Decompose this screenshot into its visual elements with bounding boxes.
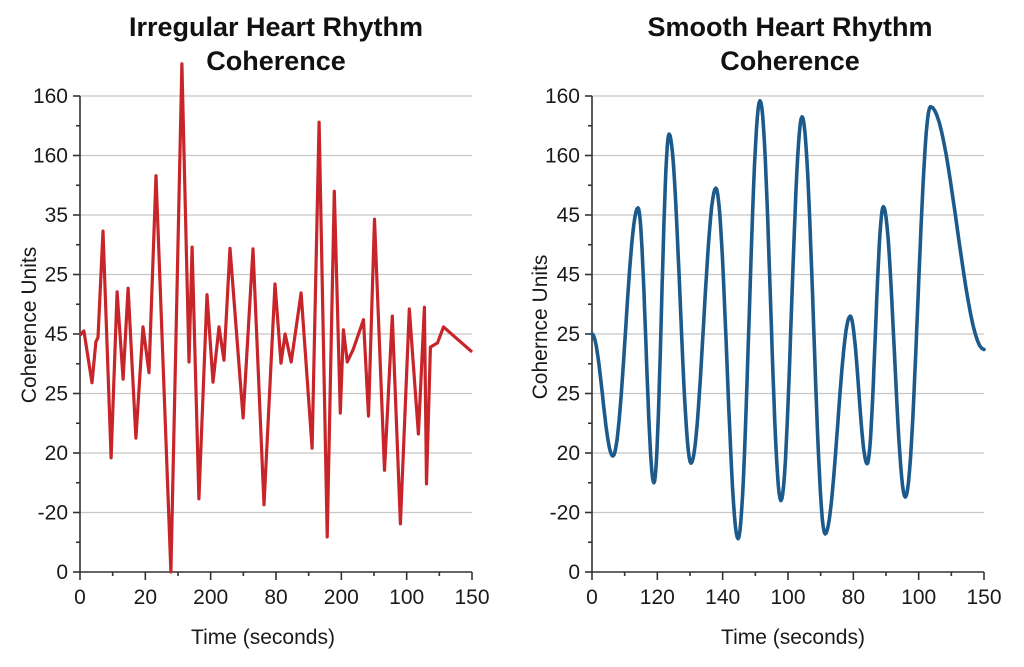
x-tick-label: 100 [901,586,936,609]
x-tick-label: 200 [193,586,228,609]
y-tick-label: 25 [45,383,68,406]
y-tick-label: -20 [38,502,68,525]
x-axis-label: Time (seconds) [191,626,335,649]
y-axis-label: Cohernce Units [529,255,552,400]
y-tick-label: 45 [557,264,580,287]
y-tick-label: 25 [557,383,580,406]
y-tick-label: 160 [545,85,580,108]
chart-title-line-1: Irregular Heart Rhythm [129,12,423,42]
y-tick-label: 20 [45,442,68,465]
y-tick-label: 45 [557,204,580,227]
y-tick-labels: 0 -20 20 25 25 45 45 160 160 [545,85,580,584]
x-tick-label: 150 [966,586,1001,609]
smooth-chart-panel: Smooth Heart Rhythm Coherence 0 -20 20 25 25… [529,12,1002,649]
x-tick-label: 100 [770,586,805,609]
x-tick-label: 200 [324,586,359,609]
chart-title-line-2: Coherence [720,46,860,76]
y-tick-label: 160 [33,145,68,168]
y-tick-label: 0 [56,561,68,584]
x-tick-label: 100 [389,586,424,609]
irregular-series-line [78,62,474,574]
chart-title-line-2: Coherence [206,46,346,76]
y-tick-label: 160 [33,85,68,108]
y-tick-label: 25 [557,323,580,346]
x-tick-label: 80 [842,586,865,609]
irregular-chart-panel: Irregular Heart Rhythm Coherence 0 -20 20 2… [18,12,490,649]
x-tick-label: 120 [640,586,675,609]
x-tick-labels: 0 20 200 80 200 100 150 [74,586,489,609]
y-tick-label: 35 [45,204,68,227]
y-tick-labels: 0 -20 20 25 45 25 35 160 160 [33,85,68,584]
x-tick-labels: 0 120 140 100 80 100 150 [586,586,1001,609]
chart-title-line-1: Smooth Heart Rhythm [647,12,932,42]
y-tick-label: 0 [568,561,580,584]
y-tick-label: -20 [550,502,580,525]
x-tick-label: 20 [134,586,157,609]
y-axis-label: Coherence Units [18,247,41,403]
y-tick-label: 45 [45,323,68,346]
x-tick-label: 80 [264,586,287,609]
x-tick-label: 0 [74,586,86,609]
x-tick-label: 0 [586,586,598,609]
y-tick-label: 20 [557,442,580,465]
x-tick-label: 140 [705,586,740,609]
smooth-series-line [590,99,986,541]
x-axis-label: Time (seconds) [721,626,865,649]
x-tick-label: 150 [454,586,489,609]
y-tick-label: 160 [545,145,580,168]
y-tick-label: 25 [45,264,68,287]
